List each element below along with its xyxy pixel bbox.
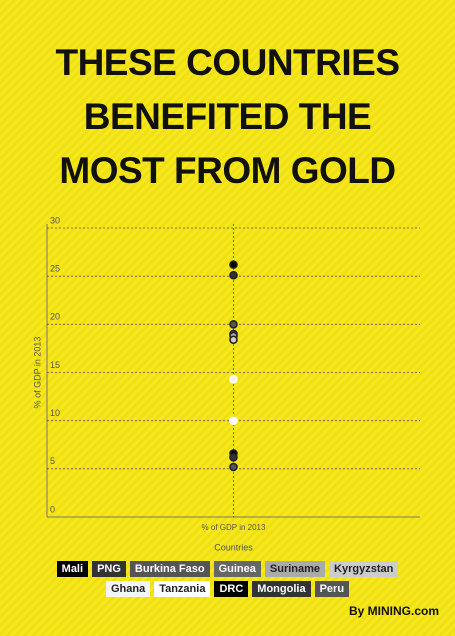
legend-item[interactable]: Suriname	[264, 561, 326, 577]
source: By MINING.com	[348, 604, 439, 618]
legend-item[interactable]: Mali	[56, 561, 89, 577]
legend-item[interactable]: Kyrgyzstan	[329, 561, 399, 577]
y-tick-label: 25	[50, 264, 60, 274]
y-tick-label: 30	[50, 215, 60, 225]
dot	[229, 374, 238, 384]
y-tick-label: 5	[50, 456, 55, 466]
legend-item[interactable]: Guinea	[213, 561, 261, 577]
legend-item[interactable]: DRC	[214, 581, 249, 597]
legend-item[interactable]: Tanzania	[154, 581, 211, 597]
legend-item[interactable]: Peru	[314, 581, 350, 597]
x-tick-label: % of GDP in 2013	[202, 523, 266, 532]
dot	[229, 452, 238, 462]
legend-item[interactable]: Mongolia	[252, 581, 311, 597]
dot	[229, 416, 238, 425]
dot	[229, 260, 238, 269]
legend-item[interactable]: Burkina Faso	[129, 561, 210, 577]
y-tick-label: 20	[50, 312, 60, 322]
dot	[229, 320, 238, 329]
y-tick-label: 0	[50, 504, 55, 514]
dot	[229, 335, 238, 345]
legend-item[interactable]: Ghana	[105, 581, 151, 597]
x-axis-title: Countries	[214, 542, 253, 552]
y-tick-label: 10	[50, 408, 60, 418]
legend: Mali PNG Burkina Faso Guinea Suriname Kyrgyzs…	[40, 561, 415, 597]
chart-title: THESE COUNTRIES BENEFITED THE MOST FROM …	[55, 42, 400, 191]
legend-item[interactable]: PNG	[92, 561, 126, 577]
dot	[229, 270, 238, 280]
y-tick-label: 15	[50, 360, 60, 370]
dot	[229, 462, 238, 472]
y-axis-title: % of GDP in 2013	[32, 337, 42, 409]
